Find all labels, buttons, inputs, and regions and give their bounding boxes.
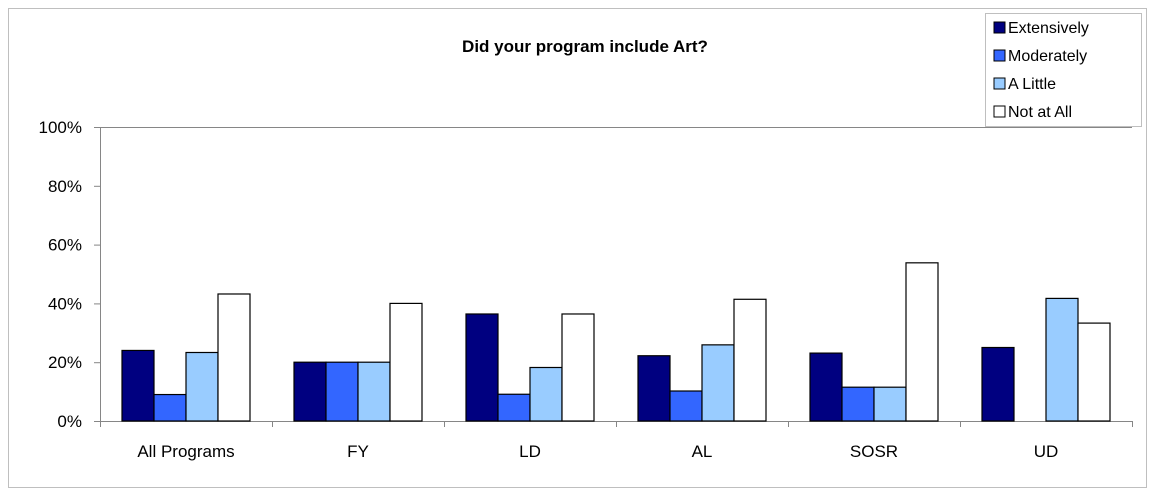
bar-not-at-all: [217, 293, 251, 422]
bar-not-at-all: [1077, 322, 1111, 422]
bar-extensively: [121, 349, 155, 422]
legend-label: Extensively: [1008, 20, 1089, 37]
legend-label: Moderately: [1008, 48, 1087, 65]
x-tick-label: AL: [692, 442, 713, 461]
bars: [121, 262, 1111, 422]
bar-a-little: [185, 351, 219, 422]
bar-not-at-all: [389, 302, 423, 422]
legend-swatch: [993, 49, 1006, 62]
bar-a-little: [701, 344, 735, 422]
legend-swatch: [993, 21, 1006, 34]
x-tick-label: UD: [1034, 442, 1059, 461]
bar-moderately: [841, 386, 875, 422]
x-tick-label: All Programs: [137, 442, 234, 461]
y-tick-label: 20%: [48, 353, 82, 372]
bar-moderately: [153, 393, 187, 422]
y-axis: 0% 20% 40% 60% 80% 100%: [39, 118, 1132, 431]
legend-label: Not at All: [1008, 104, 1072, 121]
legend: Extensively Moderately A Little Not at All: [985, 13, 1142, 127]
bar-extensively: [637, 355, 671, 422]
y-tick-label: 80%: [48, 177, 82, 196]
bar-a-little: [873, 386, 907, 422]
bar-a-little: [1045, 297, 1079, 422]
bar-a-little: [357, 361, 391, 422]
legend-swatch: [993, 105, 1006, 118]
y-tick-label: 0%: [57, 412, 82, 431]
x-tick-label: SOSR: [850, 442, 898, 461]
legend-label: A Little: [1008, 76, 1056, 93]
bar-moderately: [325, 361, 359, 422]
bar-not-at-all: [561, 313, 595, 422]
legend-box: [985, 13, 1142, 127]
chart-title: Did your program include Art?: [462, 37, 708, 56]
x-tick-label: FY: [347, 442, 369, 461]
bar-extensively: [809, 352, 843, 422]
y-tick-label: 40%: [48, 294, 82, 313]
x-axis: All Programs FY LD AL SOSR UD: [100, 421, 1133, 461]
x-tick-label: LD: [519, 442, 541, 461]
y-tick-label: 60%: [48, 236, 82, 255]
bar-a-little: [529, 366, 563, 422]
y-tick-label: 100%: [39, 118, 82, 137]
bar-not-at-all: [905, 262, 939, 422]
legend-swatch: [993, 77, 1006, 90]
bar-extensively: [293, 361, 327, 422]
bar-moderately: [669, 390, 703, 422]
bar-moderately: [497, 393, 531, 422]
bar-not-at-all: [733, 298, 767, 422]
bar-extensively: [981, 346, 1015, 422]
bar-extensively: [465, 313, 499, 422]
